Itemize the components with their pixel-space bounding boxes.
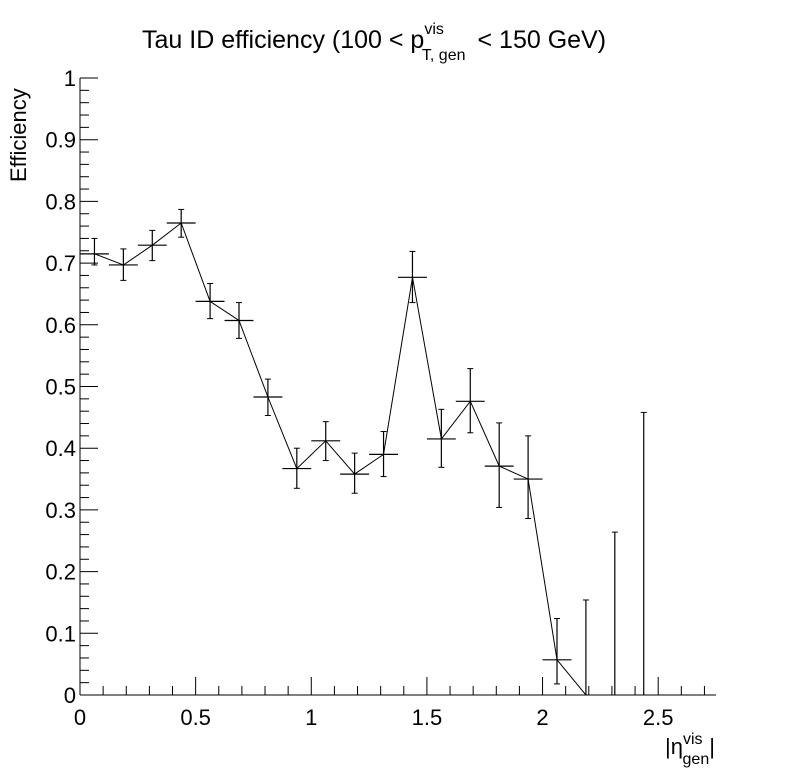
data-point: [542, 617, 572, 685]
data-point: [455, 368, 485, 434]
chart-title-superscript: vis: [424, 21, 444, 38]
data-point: [398, 250, 427, 304]
data-point: [340, 452, 370, 494]
y-tick-label: 0.7: [45, 251, 76, 276]
data-point: [253, 378, 283, 416]
x-tick-label: 1.5: [412, 705, 443, 730]
chart-title-subscript: T, gen: [422, 47, 466, 64]
chart-title-suffix: < 150 GeV): [478, 26, 607, 54]
y-tick-label: 0: [64, 683, 76, 708]
data-point: [582, 599, 589, 695]
y-axis-title: Efficiency: [6, 88, 31, 182]
data-point: [137, 229, 167, 262]
chart-title-prefix: Tau ID efficiency (100 < p: [142, 26, 424, 54]
y-tick-label: 0.8: [45, 189, 76, 214]
data-point: [224, 302, 254, 339]
x-axis-ticks: 0 0.5 1 1.5 2 2.5: [74, 677, 705, 730]
y-tick-label: 0.5: [45, 375, 76, 400]
error-bars: [80, 208, 647, 695]
x-tick-label: 1: [305, 705, 317, 730]
chart-title: Tau ID efficiency (100 < pvis T, gen < 150…: [142, 21, 606, 64]
y-tick-label: 0.4: [45, 436, 76, 461]
x-axis-title-superscript: vis: [683, 731, 703, 748]
y-tick-label: 1: [64, 66, 76, 91]
x-tick-label: 2.5: [643, 705, 674, 730]
series-line: [94, 222, 644, 696]
x-axis-title-close: |: [709, 734, 715, 759]
y-axis-ticks: 0 0.1 0.2 0.3 0.4 0.5 0.6 0.7 0.8 0.9 1: [45, 66, 98, 708]
data-point: [80, 237, 109, 266]
axes: [79, 78, 716, 696]
data-point: [484, 422, 514, 508]
data-point: [426, 408, 456, 468]
data-point: [640, 411, 647, 695]
data-point: [513, 435, 543, 520]
data-point: [282, 447, 312, 489]
data-point: [311, 421, 341, 462]
x-axis-title: |ηvis gen|: [665, 731, 715, 768]
x-axis-title-subscript: gen: [683, 751, 710, 768]
data-point: [369, 431, 398, 478]
data-point: [195, 282, 225, 320]
y-tick-label: 0.9: [45, 128, 76, 153]
x-axis-title-open: |η: [665, 734, 683, 759]
data-point: [166, 208, 196, 238]
y-tick-label: 0.1: [45, 621, 76, 646]
x-tick-label: 0.5: [180, 705, 211, 730]
data-point: [611, 531, 618, 695]
y-tick-label: 0.6: [45, 313, 76, 338]
data-point: [108, 248, 138, 281]
y-tick-label: 0.2: [45, 560, 76, 585]
x-tick-label: 0: [74, 705, 86, 730]
y-tick-label: 0.3: [45, 498, 76, 523]
x-tick-label: 2: [536, 705, 548, 730]
